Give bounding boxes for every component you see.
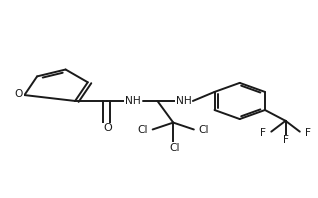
Text: F: F [260,128,266,138]
Text: NH: NH [125,96,141,106]
Text: Cl: Cl [198,125,209,135]
Text: O: O [103,124,112,133]
Text: Cl: Cl [169,143,180,153]
Text: O: O [15,89,23,99]
Text: F: F [305,128,311,138]
Text: NH: NH [176,96,191,106]
Text: Cl: Cl [138,125,148,135]
Text: F: F [282,135,288,146]
